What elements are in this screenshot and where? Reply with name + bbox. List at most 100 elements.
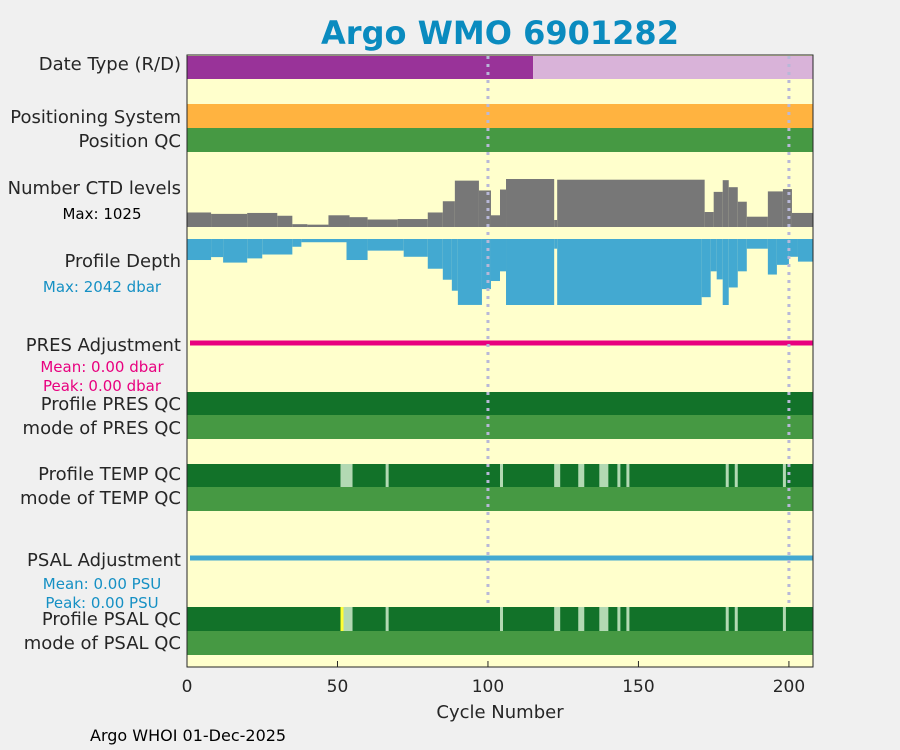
- row-label-positioning-system: Positioning System: [10, 107, 181, 128]
- qc-flag-profile-psal-qc: [385, 607, 389, 631]
- profile-bar-profile-depth: [301, 239, 347, 243]
- profile-bar-number-ctd-levels: [490, 215, 500, 227]
- profile-bar-profile-depth: [292, 239, 302, 247]
- qc-flag-profile-temp-qc: [725, 464, 729, 487]
- profile-bar-profile-depth: [728, 239, 738, 288]
- qc-flag-profile-temp-qc: [599, 464, 609, 487]
- qc-flag-profile-psal-qc: [617, 607, 621, 631]
- row-label-pres-adjustment: PRES Adjustment: [26, 335, 181, 356]
- profile-bar-number-ctd-levels: [704, 212, 714, 227]
- profile-bar-profile-depth: [247, 239, 263, 259]
- profile-bar-profile-depth: [187, 239, 212, 261]
- row-note-profile-depth: Max: 2042 dbar: [43, 278, 162, 296]
- profile-bar-profile-depth: [767, 239, 777, 275]
- bar-date-type-r-d: [533, 56, 813, 79]
- row-label-profile-psal-qc: Profile PSAL QC: [42, 609, 181, 630]
- row-label-mode-of-temp-qc: mode of TEMP QC: [20, 488, 181, 509]
- profile-bar-profile-depth: [737, 239, 747, 272]
- qc-flag-profile-psal-qc: [554, 607, 561, 631]
- profile-bar-profile-depth: [788, 239, 798, 257]
- qc-flag-profile-psal-qc: [626, 607, 630, 631]
- profile-bar-number-ctd-levels: [746, 216, 768, 227]
- profile-bar-profile-depth: [442, 239, 452, 280]
- x-tick-label: 100: [472, 677, 504, 697]
- qc-highlight-profile-psal-qc: [340, 607, 344, 631]
- row-note-pres-adjustment: Peak: 0.00 dbar: [43, 377, 162, 395]
- profile-bar-profile-depth: [262, 239, 293, 255]
- row-labels: Date Type (R/D) Positioning System Positio…: [8, 54, 181, 654]
- profile-bar-number-ctd-levels: [442, 201, 455, 227]
- profile-bar-profile-depth: [557, 239, 702, 305]
- qc-flag-profile-temp-qc: [385, 464, 389, 487]
- qc-flag-profile-psal-qc: [343, 607, 353, 631]
- bar-mode-of-psal-qc: [187, 631, 813, 655]
- profile-bar-number-ctd-levels: [791, 212, 813, 227]
- profile-bar-number-ctd-levels: [722, 180, 729, 227]
- chart-title: Argo WMO 6901282: [321, 14, 679, 52]
- row-label-mode-of-psal-qc: mode of PSAL QC: [24, 633, 181, 654]
- profile-bar-number-ctd-levels: [427, 212, 443, 227]
- qc-flag-profile-psal-qc: [578, 607, 585, 631]
- bar-date-type-r-d: [187, 56, 534, 79]
- x-tick-label: 200: [773, 677, 805, 697]
- profile-bar-number-ctd-levels: [554, 219, 558, 227]
- profile-bar-number-ctd-levels: [349, 217, 368, 227]
- bar-mode-of-pres-qc: [187, 415, 813, 439]
- bar-position-qc: [187, 128, 813, 152]
- profile-bar-profile-depth: [722, 239, 729, 305]
- profile-bar-number-ctd-levels: [292, 224, 308, 227]
- profile-bar-profile-depth: [797, 239, 813, 262]
- row-label-profile-pres-qc: Profile PRES QC: [41, 394, 181, 415]
- footer-credit: Argo WHOI 01-Dec-2025: [90, 726, 286, 745]
- profile-bar-profile-depth: [211, 239, 224, 258]
- profile-bar-profile-depth: [481, 239, 491, 290]
- profile-bar-profile-depth: [367, 239, 404, 251]
- profile-bar-number-ctd-levels: [454, 180, 479, 227]
- chart-marks: [187, 56, 813, 655]
- row-label-psal-adjustment: PSAL Adjustment: [27, 550, 181, 571]
- profile-bar-profile-depth: [554, 239, 558, 249]
- row-note-number-ctd-levels: Max: 1025: [62, 205, 141, 223]
- profile-bar-profile-depth: [427, 239, 443, 269]
- profile-bar-profile-depth: [403, 239, 428, 257]
- profile-bar-profile-depth: [500, 239, 507, 272]
- profile-bar-number-ctd-levels: [187, 212, 212, 227]
- profile-bar-profile-depth: [346, 239, 368, 261]
- profile-bar-number-ctd-levels: [557, 179, 705, 227]
- profile-bar-number-ctd-levels: [247, 212, 278, 227]
- profile-bar-profile-depth: [746, 239, 768, 249]
- profile-bar-profile-depth: [506, 239, 555, 305]
- qc-flag-profile-temp-qc: [617, 464, 621, 487]
- profile-bar-profile-depth: [451, 239, 458, 291]
- profile-bar-number-ctd-levels: [367, 219, 398, 227]
- profile-bar-profile-depth: [457, 239, 482, 305]
- bar-mode-of-temp-qc: [187, 487, 813, 511]
- qc-flag-profile-temp-qc: [340, 464, 353, 487]
- plot-background: [187, 55, 813, 667]
- qc-flag-profile-temp-qc: [734, 464, 738, 487]
- qc-flag-profile-temp-qc: [578, 464, 585, 487]
- gridlines: [486, 56, 791, 606]
- profile-bar-profile-depth: [490, 239, 500, 282]
- x-axis-label: Cycle Number: [436, 702, 564, 723]
- row-label-profile-depth: Profile Depth: [64, 251, 181, 272]
- profile-bar-number-ctd-levels: [728, 187, 738, 227]
- x-tick-label: 50: [327, 677, 349, 697]
- qc-flag-profile-psal-qc: [782, 607, 786, 631]
- profile-bar-number-ctd-levels: [506, 179, 555, 227]
- profile-bar-number-ctd-levels: [277, 215, 293, 227]
- qc-flag-profile-psal-qc: [725, 607, 729, 631]
- qc-flag-profile-temp-qc: [626, 464, 630, 487]
- row-note-psal-adjustment: Mean: 0.00 PSU: [43, 575, 161, 593]
- x-tick-label: 0: [182, 677, 193, 697]
- plot-frame: [186, 54, 814, 668]
- profile-bar-number-ctd-levels: [307, 224, 329, 227]
- profile-bar-number-ctd-levels: [737, 201, 747, 227]
- bar-positioning-system: [187, 104, 813, 128]
- profile-bar-profile-depth: [223, 239, 248, 263]
- qc-flag-profile-temp-qc: [554, 464, 561, 487]
- bar-profile-pres-qc: [187, 392, 813, 415]
- profile-bar-number-ctd-levels: [782, 189, 792, 227]
- x-tick-label: 150: [622, 677, 654, 697]
